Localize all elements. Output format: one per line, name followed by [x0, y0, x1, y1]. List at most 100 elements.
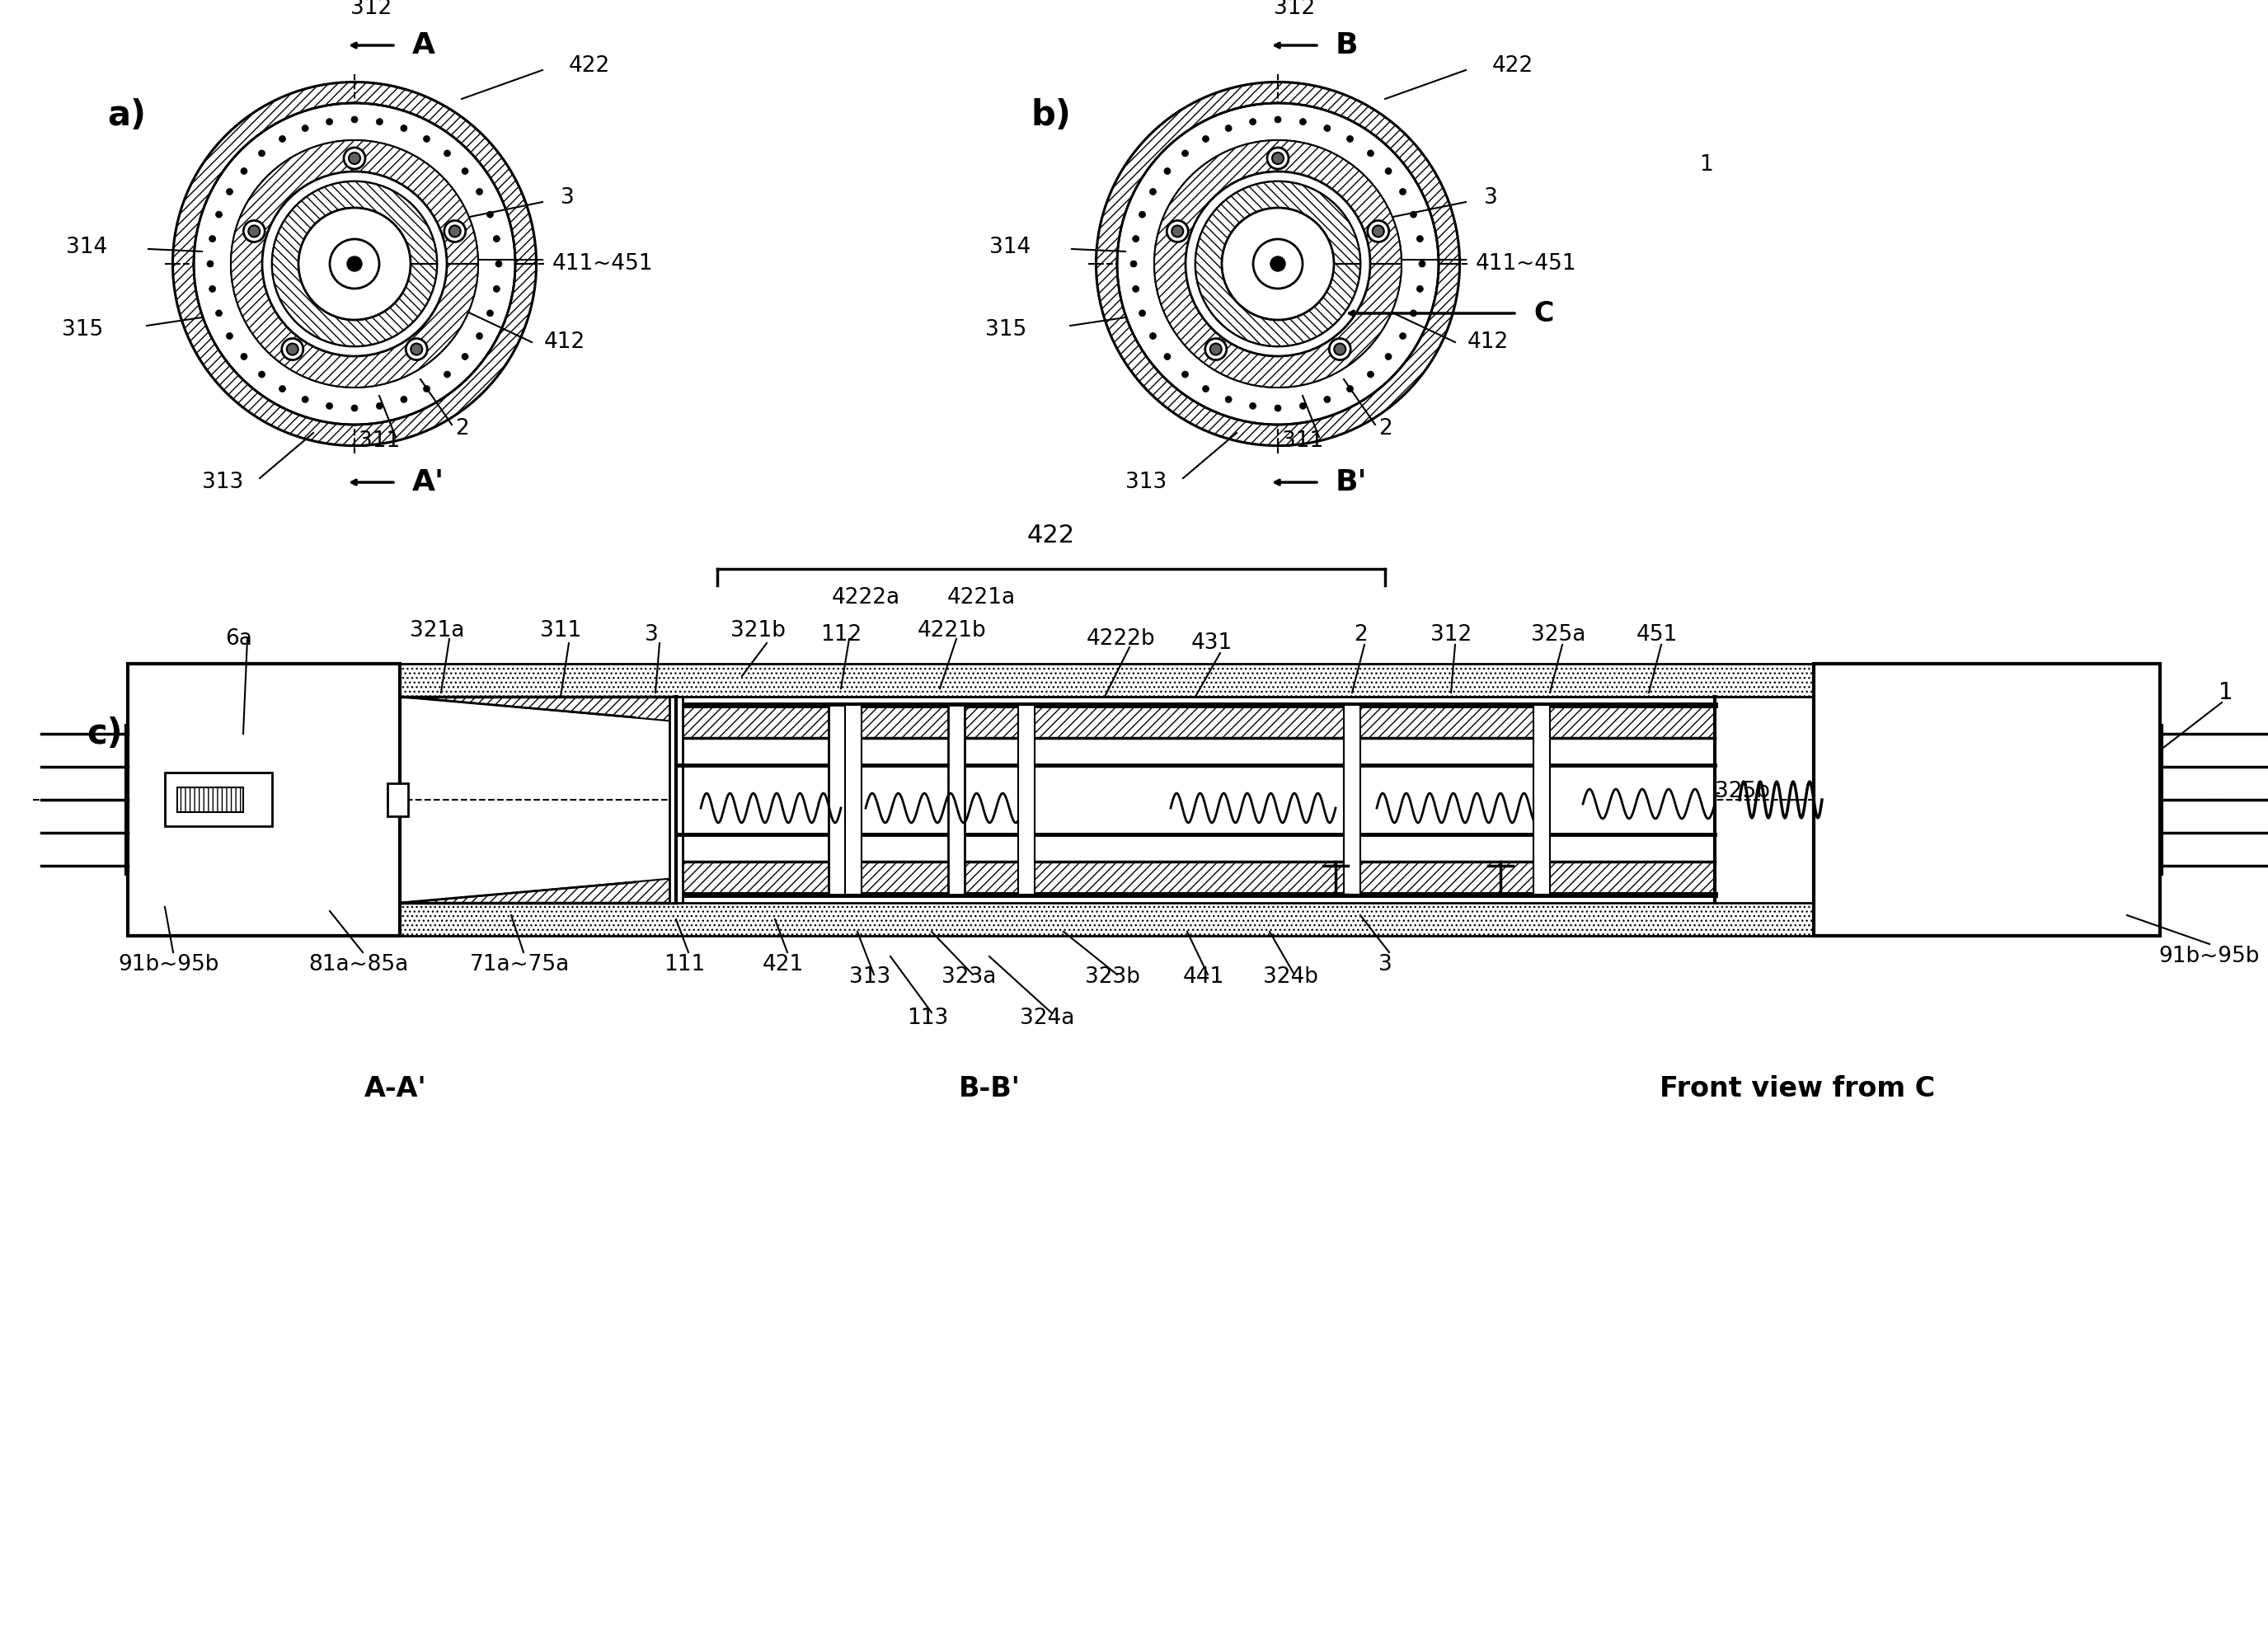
Polygon shape: [399, 877, 676, 904]
Circle shape: [1420, 261, 1424, 267]
Circle shape: [215, 211, 222, 218]
Circle shape: [345, 148, 365, 170]
Circle shape: [302, 125, 308, 132]
Circle shape: [1275, 404, 1281, 411]
Text: 313: 313: [202, 472, 243, 493]
Circle shape: [1418, 285, 1424, 292]
Circle shape: [347, 256, 363, 270]
Text: 71a~75a: 71a~75a: [469, 953, 569, 975]
Circle shape: [1250, 402, 1256, 409]
Text: 412: 412: [1467, 331, 1508, 353]
Text: 411~451: 411~451: [1476, 252, 1576, 274]
Circle shape: [299, 208, 411, 320]
Bar: [388, 783, 408, 816]
Text: B': B': [1336, 468, 1368, 496]
Circle shape: [449, 226, 460, 237]
Circle shape: [476, 188, 483, 195]
Text: 3: 3: [644, 623, 658, 645]
Circle shape: [424, 386, 431, 392]
Text: 3: 3: [560, 186, 574, 208]
Text: 412: 412: [544, 331, 585, 353]
Circle shape: [1202, 135, 1209, 142]
Text: 4222b: 4222b: [1086, 628, 1157, 650]
Circle shape: [1275, 115, 1281, 124]
Circle shape: [401, 396, 408, 402]
Text: 321a: 321a: [411, 620, 465, 641]
Text: 4221a: 4221a: [946, 587, 1016, 608]
Circle shape: [1139, 211, 1145, 218]
Circle shape: [424, 135, 431, 142]
Circle shape: [215, 310, 222, 317]
Circle shape: [1095, 82, 1458, 445]
Circle shape: [1186, 171, 1370, 356]
Circle shape: [1411, 211, 1418, 218]
Text: A': A': [413, 468, 445, 496]
Circle shape: [1250, 119, 1256, 125]
Circle shape: [279, 135, 286, 142]
Bar: [676, 861, 1715, 894]
Circle shape: [249, 226, 261, 237]
Circle shape: [286, 343, 299, 355]
Circle shape: [492, 285, 499, 292]
Circle shape: [492, 236, 499, 242]
Text: 81a~85a: 81a~85a: [308, 953, 408, 975]
Circle shape: [1204, 338, 1227, 359]
Circle shape: [1163, 353, 1170, 359]
Text: 113: 113: [907, 1008, 948, 1029]
Circle shape: [445, 221, 465, 242]
Circle shape: [1139, 310, 1145, 317]
Circle shape: [463, 353, 467, 359]
Text: 312: 312: [1275, 0, 1315, 18]
Text: 6a: 6a: [225, 628, 252, 650]
Circle shape: [1225, 125, 1232, 132]
Bar: [177, 788, 243, 811]
Text: 321b: 321b: [730, 620, 787, 641]
Circle shape: [1132, 236, 1139, 242]
Text: 325a: 325a: [1531, 623, 1585, 645]
Text: 4221b: 4221b: [919, 620, 987, 641]
Circle shape: [1300, 402, 1306, 409]
Circle shape: [243, 221, 265, 242]
Circle shape: [1334, 343, 1345, 355]
Text: A-A': A-A': [365, 1075, 426, 1102]
Text: c): c): [86, 716, 122, 752]
Text: 324a: 324a: [1021, 1008, 1075, 1029]
Bar: [676, 706, 1715, 739]
Text: 2: 2: [1379, 417, 1393, 439]
Circle shape: [1372, 226, 1383, 237]
Circle shape: [1411, 310, 1418, 317]
Circle shape: [206, 261, 213, 267]
Text: a): a): [107, 99, 145, 134]
Circle shape: [172, 82, 535, 445]
Polygon shape: [172, 82, 535, 445]
Circle shape: [1399, 333, 1406, 340]
Text: 323a: 323a: [941, 966, 996, 988]
Text: 1: 1: [1699, 155, 1712, 175]
Circle shape: [488, 310, 494, 317]
Text: 311: 311: [540, 620, 581, 641]
Text: B-B': B-B': [959, 1075, 1021, 1102]
Circle shape: [329, 239, 379, 289]
Text: 315: 315: [984, 320, 1027, 341]
Text: 91b~95b: 91b~95b: [118, 953, 220, 975]
Circle shape: [231, 140, 479, 388]
Circle shape: [1150, 188, 1157, 195]
Circle shape: [406, 338, 426, 359]
Text: 313: 313: [1125, 472, 1166, 493]
Text: 451: 451: [1637, 623, 1678, 645]
Circle shape: [1386, 353, 1393, 359]
Polygon shape: [272, 181, 438, 346]
Circle shape: [445, 150, 451, 157]
Circle shape: [476, 333, 483, 340]
Text: 111: 111: [665, 953, 705, 975]
Bar: [1345, 706, 1361, 894]
Circle shape: [376, 402, 383, 409]
Text: 422: 422: [1027, 524, 1075, 547]
Circle shape: [488, 211, 494, 218]
Bar: [828, 706, 846, 894]
Text: 441: 441: [1184, 966, 1225, 988]
Circle shape: [302, 396, 308, 402]
Polygon shape: [1154, 140, 1402, 388]
Circle shape: [1182, 150, 1188, 157]
Text: 112: 112: [821, 623, 862, 645]
